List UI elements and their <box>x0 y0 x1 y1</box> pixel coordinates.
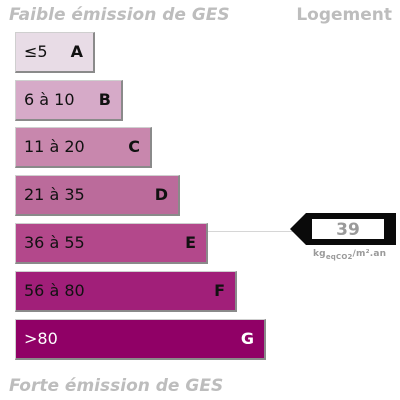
class-letter: B <box>98 90 111 109</box>
emission-unit: kgeqCO2/m².an <box>313 249 386 261</box>
unit-suffix: /m².an <box>352 249 387 259</box>
unit-prefix: kg <box>313 249 326 259</box>
ges-class-d-bar: 21 à 35 D <box>15 175 180 216</box>
high-emission-label: Forte émission de GES <box>9 376 224 396</box>
unit-subscript: eqCO2 <box>325 252 353 261</box>
ges-class-a-bar: ≤5 A <box>15 32 95 73</box>
class-letter: G <box>240 329 254 348</box>
class-range-label: 21 à 35 <box>24 185 85 204</box>
class-range-label: >80 <box>24 329 58 348</box>
class-range-label: 11 à 20 <box>24 137 85 156</box>
category-label: Logement <box>296 5 392 25</box>
class-letter: E <box>185 233 196 252</box>
ges-class-c-bar: 11 à 20 C <box>15 127 152 168</box>
emission-value-indicator: 39 <box>290 212 398 246</box>
indicator-arrow-shape <box>290 213 396 245</box>
ges-class-e-bar: 36 à 55 E <box>15 223 208 264</box>
class-letter: C <box>128 137 140 156</box>
class-letter: A <box>70 42 83 61</box>
class-range-label: 36 à 55 <box>24 233 85 252</box>
ges-class-f-bar: 56 à 80 F <box>15 271 237 312</box>
indicator-connector-line <box>208 231 294 232</box>
class-letter: D <box>154 185 168 204</box>
ges-class-b-bar: 6 à 10 B <box>15 80 123 121</box>
class-range-label: ≤5 <box>24 42 48 61</box>
class-letter: F <box>214 281 225 300</box>
emission-value: 39 <box>336 220 360 240</box>
class-range-label: 6 à 10 <box>24 90 75 109</box>
low-emission-label: Faible émission de GES <box>9 5 230 25</box>
class-range-label: 56 à 80 <box>24 281 85 300</box>
ges-class-g-bar: >80 G <box>15 319 266 360</box>
